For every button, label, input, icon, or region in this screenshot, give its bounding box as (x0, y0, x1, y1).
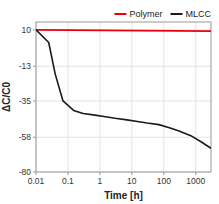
y-axis-label: ΔC/C0 (1, 82, 12, 112)
grid (36, 22, 211, 172)
series-line (36, 30, 211, 148)
chart: 0.01 0.1 1 10 100 1000 10 -13 -35 -58 -80 Time [h] Δ… (0, 0, 219, 204)
grid-line (67, 22, 68, 172)
y-tick (33, 66, 36, 67)
legend-label: Polymer (129, 9, 162, 19)
y-tick-label: 10 (22, 25, 32, 35)
y-tick (33, 100, 36, 101)
x-tick-label: 10 (127, 176, 137, 186)
x-tick-label: 0.01 (28, 176, 45, 186)
legend-swatch (170, 13, 182, 15)
x-tick (131, 172, 132, 175)
grid-line (99, 22, 100, 172)
legend-label: MLCC (185, 9, 211, 19)
grid-line (36, 66, 211, 67)
x-tick-label: 1000 (186, 176, 205, 186)
grid-line (131, 22, 132, 172)
x-axis-label: Time [h] (104, 190, 143, 201)
legend: MLCC Polymer (114, 9, 211, 19)
x-tick (99, 172, 100, 175)
x-tick-label: 1 (98, 176, 103, 186)
x-tick-label: 100 (157, 176, 171, 186)
y-tick (33, 172, 36, 173)
x-tick-label: 0.1 (62, 176, 74, 186)
y-tick-label: -13 (19, 61, 32, 71)
y-tick-label: -35 (19, 96, 32, 106)
x-tick (67, 172, 68, 175)
y-tick (33, 29, 36, 30)
y-tick-label: -80 (19, 167, 32, 177)
x-tick (195, 172, 196, 175)
series-line (36, 30, 211, 31)
axes: 0.01 0.1 1 10 100 1000 10 -13 -35 -58 -80 (19, 25, 206, 186)
plot-frame (36, 22, 211, 172)
grid-line (36, 137, 211, 138)
grid-line (36, 29, 211, 30)
y-tick-label: -58 (19, 132, 32, 142)
grid-line (163, 22, 164, 172)
y-tick (33, 137, 36, 138)
plot-area (36, 30, 211, 148)
x-tick (163, 172, 164, 175)
legend-swatch (114, 13, 126, 15)
grid-line (195, 22, 196, 172)
